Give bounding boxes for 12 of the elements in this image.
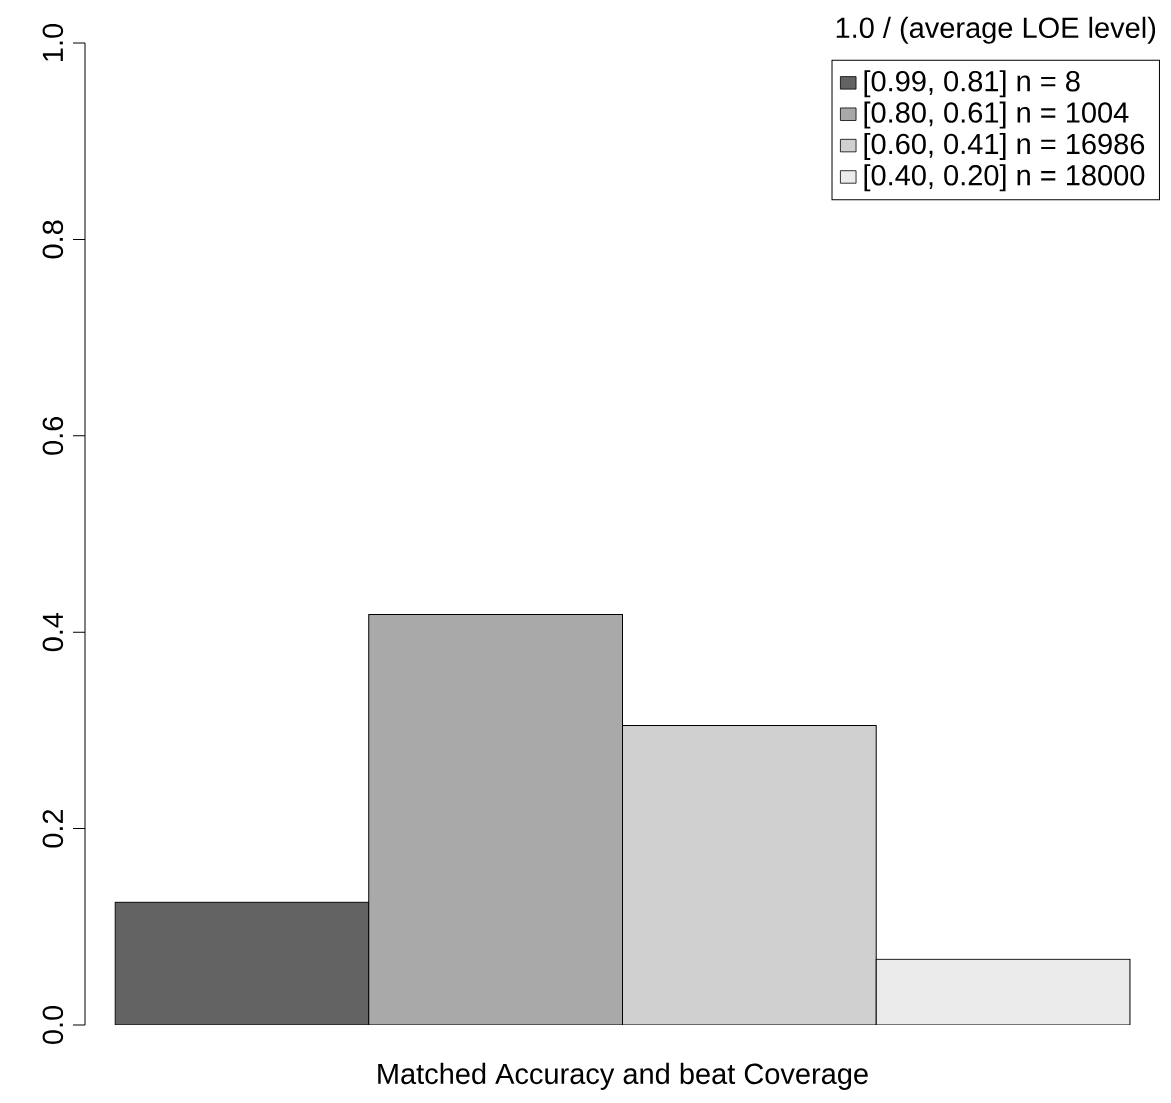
legend-label: [0.40, 0.20] n = 18000 (864, 164, 1145, 192)
y-tick-label: 1.0 (42, 23, 64, 61)
y-tick-label: 0.4 (42, 612, 64, 652)
y-tick-label: 0.6 (42, 416, 64, 455)
x-axis-title: Matched Accuracy and beat Coverage (378, 1062, 868, 1090)
y-tick-label: 0.2 (42, 809, 64, 848)
legend-label: [0.60, 0.41] n = 16986 (864, 132, 1145, 160)
legend-label: [0.80, 0.61] n = 1004 (864, 101, 1129, 129)
legend-label: [0.99, 0.81] n = 8 (864, 70, 1080, 98)
y-tick-label: 0.0 (42, 1005, 64, 1045)
y-tick-label: 0.8 (42, 220, 64, 259)
legend-title: 1.0 / (average LOE level) (836, 16, 1156, 44)
